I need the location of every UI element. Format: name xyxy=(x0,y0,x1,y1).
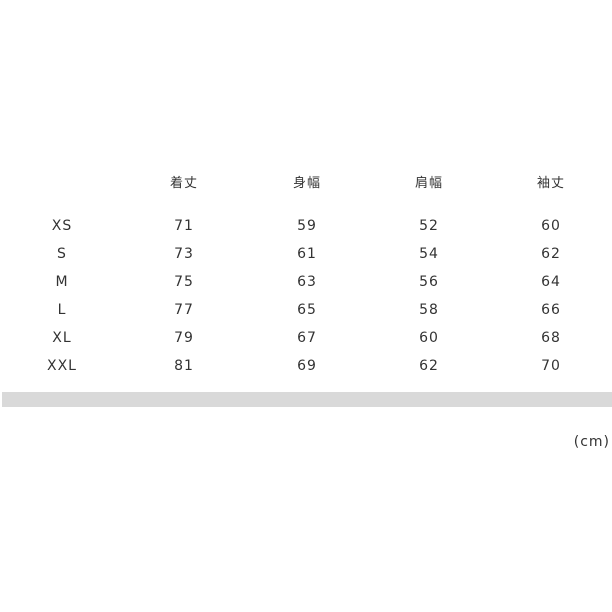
cell-shoulder-width: 60 xyxy=(419,330,439,346)
cell-shoulder-width: 54 xyxy=(419,246,439,262)
header-sleeve-length: 袖丈 xyxy=(536,176,565,191)
size-label: XS xyxy=(51,218,73,234)
size-label: XXL xyxy=(47,358,77,374)
header-body-width: 身幅 xyxy=(292,176,321,191)
header-length: 着丈 xyxy=(169,176,198,191)
cell-sleeve-length: 66 xyxy=(541,302,561,318)
cell-sleeve-length: 64 xyxy=(541,274,561,290)
size-label: XL xyxy=(52,330,72,346)
cell-sleeve-length: 60 xyxy=(541,218,561,234)
cell-length: 73 xyxy=(174,246,194,262)
cell-sleeve-length: 62 xyxy=(541,246,561,262)
cell-length: 79 xyxy=(174,330,194,346)
cell-body-width: 63 xyxy=(297,274,317,290)
header-shoulder-width: 肩幅 xyxy=(414,176,443,191)
cell-sleeve-length: 68 xyxy=(541,330,561,346)
size-label: S xyxy=(57,246,67,262)
cell-length: 77 xyxy=(174,302,194,318)
cell-length: 71 xyxy=(174,218,194,234)
cell-shoulder-width: 52 xyxy=(419,218,439,234)
cell-body-width: 67 xyxy=(297,330,317,346)
cell-body-width: 61 xyxy=(297,246,317,262)
unit-label: (cm) xyxy=(573,434,610,450)
cell-shoulder-width: 56 xyxy=(419,274,439,290)
cell-length: 75 xyxy=(174,274,194,290)
cell-body-width: 65 xyxy=(297,302,317,318)
cell-length: 81 xyxy=(174,358,194,374)
cell-body-width: 69 xyxy=(297,358,317,374)
divider-bar xyxy=(2,392,612,407)
size-label: M xyxy=(55,274,69,290)
cell-shoulder-width: 58 xyxy=(419,302,439,318)
cell-body-width: 59 xyxy=(297,218,317,234)
cell-shoulder-width: 62 xyxy=(419,358,439,374)
size-label: L xyxy=(57,302,67,318)
cell-sleeve-length: 70 xyxy=(541,358,561,374)
